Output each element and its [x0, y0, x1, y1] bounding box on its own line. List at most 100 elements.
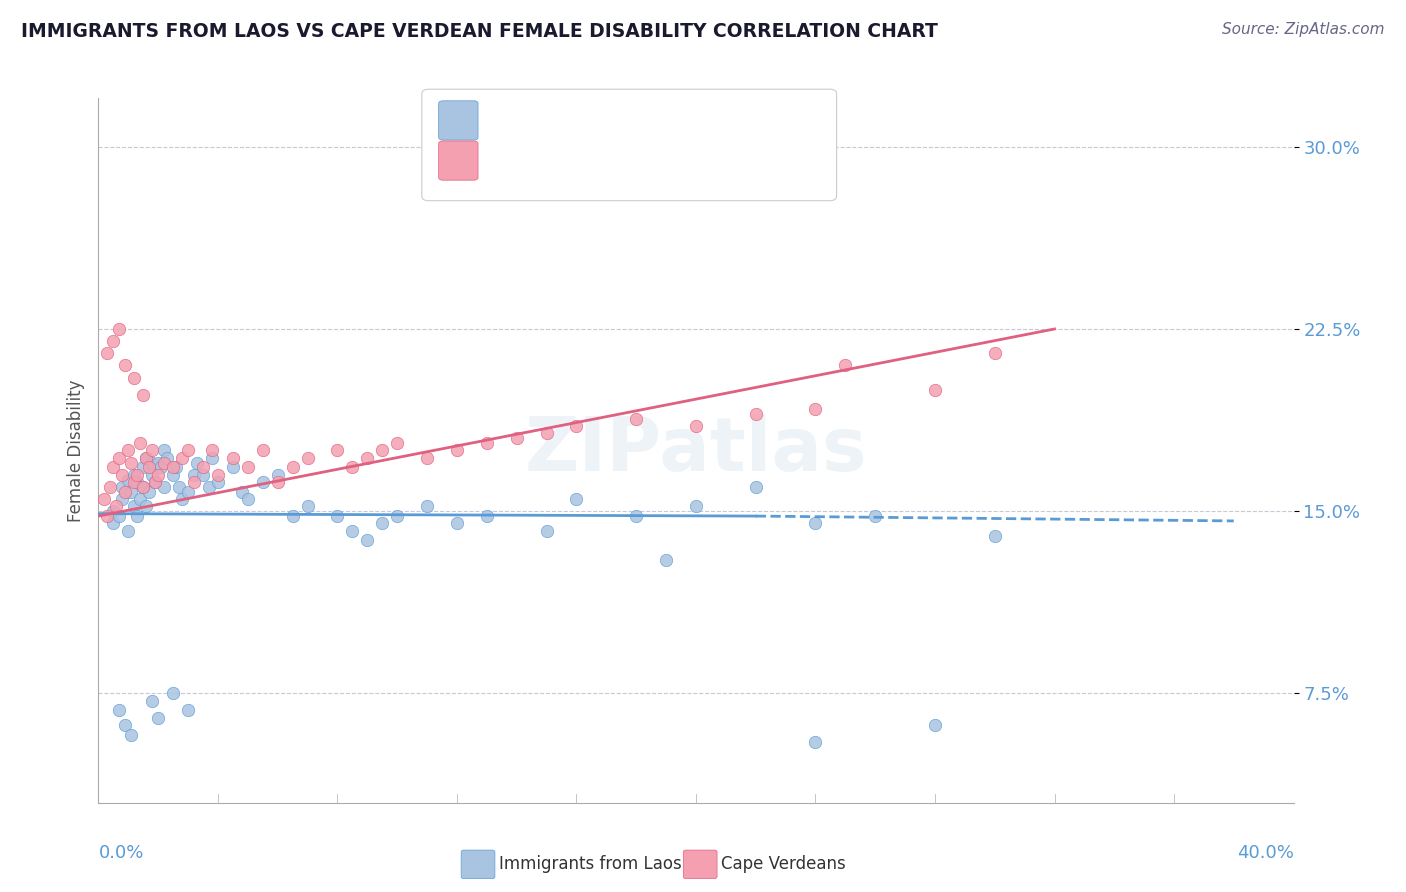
- Point: [108, 322, 131, 336]
- Point: [177, 484, 200, 499]
- Point: [141, 467, 163, 482]
- Point: [129, 436, 152, 450]
- Point: [385, 436, 409, 450]
- Point: [172, 491, 194, 506]
- Point: [804, 735, 827, 749]
- Point: [148, 456, 170, 470]
- Point: [124, 370, 146, 384]
- Point: [201, 443, 224, 458]
- Point: [156, 450, 179, 465]
- Point: [342, 460, 364, 475]
- Point: [201, 450, 224, 465]
- Point: [834, 359, 856, 373]
- Point: [297, 500, 319, 514]
- Point: [153, 443, 176, 458]
- Text: 0.306: 0.306: [536, 152, 599, 169]
- Point: [114, 484, 136, 499]
- Text: Source: ZipAtlas.com: Source: ZipAtlas.com: [1222, 22, 1385, 37]
- Text: R =: R =: [488, 152, 527, 169]
- Point: [536, 426, 558, 441]
- Point: [111, 480, 134, 494]
- Point: [127, 467, 149, 482]
- Point: [141, 694, 163, 708]
- Point: [143, 475, 166, 489]
- Point: [132, 480, 155, 494]
- Text: 40.0%: 40.0%: [1237, 844, 1294, 862]
- Text: 57: 57: [681, 152, 706, 169]
- Point: [150, 460, 173, 475]
- Point: [626, 509, 648, 524]
- Point: [475, 436, 498, 450]
- Point: [371, 516, 394, 531]
- Point: [138, 484, 160, 499]
- Point: [416, 450, 439, 465]
- Point: [183, 467, 205, 482]
- Point: [231, 484, 253, 499]
- Point: [446, 516, 468, 531]
- Point: [222, 460, 245, 475]
- Point: [385, 509, 409, 524]
- Point: [342, 524, 364, 538]
- Point: [108, 703, 131, 717]
- Point: [685, 500, 707, 514]
- Point: [565, 491, 588, 506]
- Point: [416, 500, 439, 514]
- Point: [626, 412, 648, 426]
- Point: [114, 359, 136, 373]
- Point: [165, 460, 187, 475]
- Point: [177, 443, 200, 458]
- Point: [281, 460, 304, 475]
- Point: [108, 450, 131, 465]
- Point: [326, 509, 349, 524]
- Point: [127, 475, 149, 489]
- Point: [120, 484, 142, 499]
- Point: [114, 718, 136, 732]
- Point: [236, 491, 259, 506]
- Point: [132, 460, 155, 475]
- Point: [177, 703, 200, 717]
- Point: [141, 443, 163, 458]
- Point: [371, 443, 394, 458]
- Point: [326, 443, 349, 458]
- Point: [804, 402, 827, 417]
- Point: [655, 553, 678, 567]
- Point: [135, 450, 157, 465]
- Point: [356, 533, 378, 548]
- Point: [98, 480, 122, 494]
- Point: [183, 475, 205, 489]
- Point: [536, 524, 558, 538]
- Point: [124, 500, 146, 514]
- Point: [117, 524, 139, 538]
- Point: [96, 346, 118, 360]
- Text: Immigrants from Laos: Immigrants from Laos: [499, 855, 682, 873]
- Point: [141, 456, 163, 470]
- Text: IMMIGRANTS FROM LAOS VS CAPE VERDEAN FEMALE DISABILITY CORRELATION CHART: IMMIGRANTS FROM LAOS VS CAPE VERDEAN FEM…: [21, 22, 938, 41]
- Point: [984, 528, 1007, 542]
- Point: [984, 346, 1007, 360]
- Point: [267, 475, 290, 489]
- Point: [172, 450, 194, 465]
- Point: [252, 475, 274, 489]
- Point: [356, 450, 378, 465]
- Text: N =: N =: [636, 112, 675, 129]
- Point: [446, 443, 468, 458]
- Point: [685, 419, 707, 434]
- Text: ZIPatlas: ZIPatlas: [524, 414, 868, 487]
- Point: [191, 467, 214, 482]
- Point: [138, 460, 160, 475]
- Point: [143, 475, 166, 489]
- Point: [103, 516, 125, 531]
- Point: [267, 467, 290, 482]
- Point: [162, 460, 184, 475]
- Point: [103, 504, 125, 518]
- Point: [475, 509, 498, 524]
- Point: [108, 509, 131, 524]
- Point: [135, 450, 157, 465]
- Point: [132, 387, 155, 401]
- Point: [120, 728, 142, 742]
- Point: [198, 480, 221, 494]
- Point: [162, 467, 184, 482]
- Point: [252, 443, 274, 458]
- Point: [222, 450, 245, 465]
- Point: [236, 460, 259, 475]
